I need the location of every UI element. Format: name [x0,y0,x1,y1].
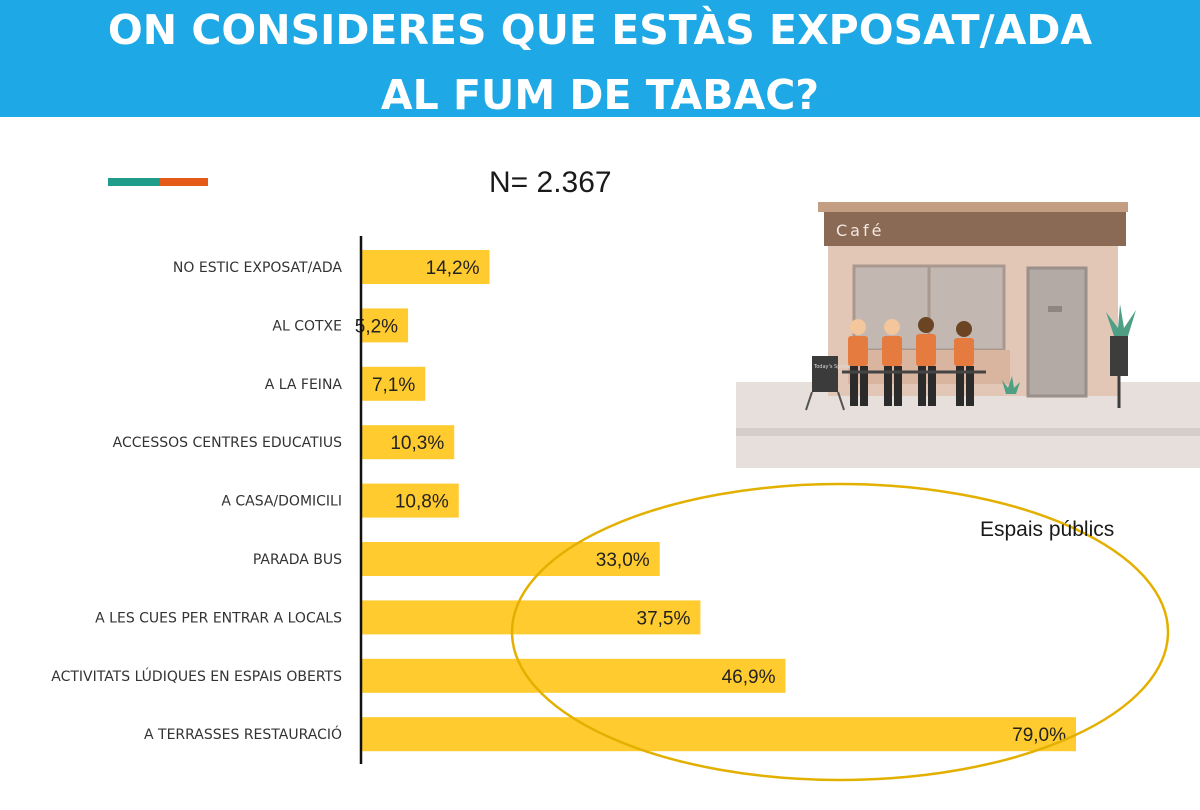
bar-a-casa-domicili [361,483,459,518]
roof-trim [818,202,1128,212]
cafe-sign [824,212,1126,246]
value-label-parada-bus: 33,0% [596,550,650,571]
cafe-sign-text: Café [836,221,884,240]
value-label-al-cotxe: 5,2% [355,316,398,337]
value-label-activitats-ludiques-en-espais-oberts: 46,9% [722,667,776,688]
value-label-a-terrasses-restauracio: 79,0% [1012,725,1066,746]
category-label-a-la-feina: A LA FEINA [265,377,343,393]
category-label-a-terrasses-restauracio: A TERRASSES RESTAURACIÓ [144,725,342,743]
shop-door [1026,266,1088,398]
accent-bar-teal [108,178,160,186]
category-label-activitats-ludiques-en-espais-oberts: ACTIVITATS LÚDIQUES EN ESPAIS OBERTS [51,667,342,685]
curb [736,428,1200,436]
bars-layer: NO ESTIC EXPOSAT/ADA 14,2% AL COTXE 5,2% A L… [51,250,1076,752]
category-label-a-les-cues-per-entrar-a-locals: A LES CUES PER ENTRAR A LOCALS [95,610,342,626]
category-label-parada-bus: PARADA BUS [253,552,342,568]
annotation-label-espais-publics: Espais públics [980,518,1114,541]
bar-parada-bus [361,542,660,576]
value-label-no-estic-exposat-ada: 14,2% [426,258,480,279]
category-label-al-cotxe: AL COTXE [272,318,342,334]
bar-a-la-feina [361,366,426,401]
title-line-1: ON CONSIDERES QUE ESTÀS EXPOSAT/ADA [107,6,1093,54]
bar-activitats-ludiques-en-espais-oberts [361,658,786,693]
bar-accessos-centres-educatius [361,425,455,460]
bar-a-terrasses-restauracio [361,717,1076,752]
header-banner: ON CONSIDERES QUE ESTÀS EXPOSAT/ADA AL F… [0,0,1200,119]
sandwich-board: Today's Special [805,356,852,411]
door-handle [1048,306,1062,312]
small-plant [1002,376,1020,394]
accent-bar-orange [160,178,208,186]
potted-plant [1106,304,1136,408]
cafe-illustration: Café Today's Special [736,202,1200,468]
value-label-a-les-cues-per-entrar-a-locals: 37,5% [637,608,691,629]
category-label-a-casa-domicili: A CASA/DOMICILI [221,494,342,510]
value-label-a-la-feina: 7,1% [372,375,415,396]
bar-al-cotxe [361,308,409,343]
people-group [842,317,986,406]
sample-size-label: N= 2.367 [489,166,612,199]
category-label-no-estic-exposat-ada: NO ESTIC EXPOSAT/ADA [173,260,342,276]
bar-no-estic-exposat-ada [361,250,490,284]
highlight-ellipse [510,482,1170,782]
category-label-accessos-centres-educatius: ACCESSOS CENTRES EDUCATIUS [113,435,342,451]
sandwich-board-text: Today's Special [813,364,852,370]
value-label-accessos-centres-educatius: 10,3% [390,433,444,454]
title-line-2: AL FUM DE TABAC? [380,71,820,119]
bar-a-les-cues-per-entrar-a-locals [361,600,701,635]
value-label-a-casa-domicili: 10,8% [395,492,449,513]
